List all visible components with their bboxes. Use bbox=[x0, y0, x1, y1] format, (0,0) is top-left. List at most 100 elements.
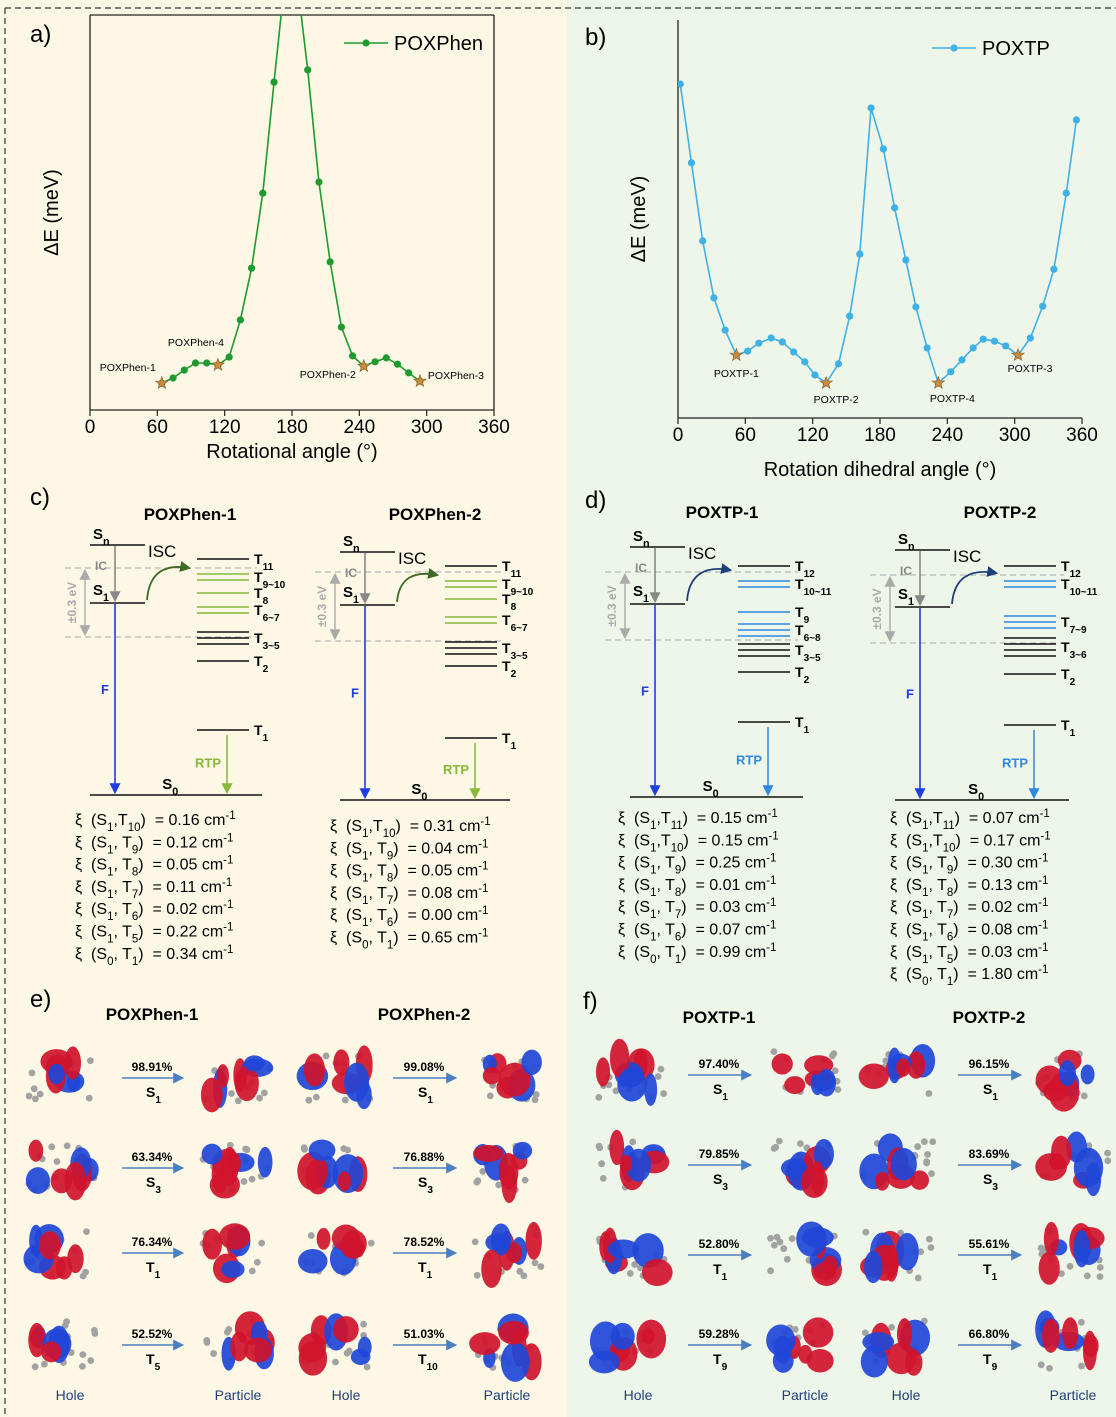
x-tick-label: 240 bbox=[343, 417, 375, 438]
text-run: , T bbox=[928, 855, 947, 872]
orbital-lobe bbox=[1039, 1252, 1060, 1285]
text-run: , T bbox=[656, 922, 675, 939]
f-label: F bbox=[641, 684, 649, 699]
text-run: , T bbox=[656, 877, 675, 894]
data-point bbox=[169, 374, 176, 381]
atom bbox=[537, 1263, 544, 1270]
orbital-lobe bbox=[766, 1325, 795, 1357]
text-run: ) = 0.02 cm bbox=[953, 899, 1038, 916]
atom bbox=[1097, 1264, 1104, 1271]
text-run: 9 bbox=[992, 1362, 998, 1373]
orbital-lobe bbox=[298, 1249, 327, 1273]
data-point bbox=[383, 354, 390, 361]
data-point bbox=[327, 258, 334, 265]
annotation-label: POXPhen-4 bbox=[168, 337, 224, 349]
text-run: , T bbox=[113, 834, 132, 851]
orbital-lobe bbox=[1074, 1148, 1103, 1187]
data-point bbox=[181, 367, 188, 374]
x-tick-label: 360 bbox=[478, 417, 510, 438]
orbital-lobe bbox=[1059, 1060, 1076, 1086]
data-point bbox=[1050, 266, 1057, 273]
text-run: 11 bbox=[943, 820, 955, 832]
text-run: ,T bbox=[656, 810, 670, 827]
panel-label: e) bbox=[30, 986, 51, 1013]
orbital-lobe bbox=[219, 1223, 250, 1249]
legend-marker bbox=[950, 44, 957, 51]
atom bbox=[928, 1244, 935, 1251]
text-run: 11 bbox=[671, 820, 683, 832]
data-point bbox=[688, 159, 695, 166]
text-run: S bbox=[146, 1084, 155, 1100]
text-run: n bbox=[908, 541, 915, 553]
atom bbox=[596, 1144, 603, 1151]
transition-percent: 76.34% bbox=[132, 1235, 173, 1249]
text-run: -1 bbox=[1038, 875, 1048, 887]
text-run: , T bbox=[113, 879, 132, 896]
text-run: 0 bbox=[421, 791, 427, 803]
data-point bbox=[338, 323, 345, 330]
text-run: ) = 0.31 cm bbox=[396, 818, 481, 835]
orbital-lobe bbox=[817, 1069, 836, 1097]
atom bbox=[776, 1239, 783, 1246]
column-title: POXTP-2 bbox=[953, 1008, 1026, 1027]
data-point bbox=[1039, 303, 1046, 310]
text-run: S bbox=[898, 531, 908, 548]
orbital-lobe bbox=[65, 1046, 81, 1079]
window-label: ±0.3 eV bbox=[315, 586, 329, 627]
hole-label: Hole bbox=[332, 1387, 361, 1403]
x-axis-label: Rotation dihedral angle (°) bbox=[764, 459, 997, 481]
text-run: 2 bbox=[511, 669, 517, 680]
data-point bbox=[1002, 342, 1009, 349]
atom bbox=[914, 1143, 921, 1150]
text-run: -1 bbox=[1038, 942, 1048, 954]
text-run: S bbox=[633, 528, 643, 545]
orbital-lobe bbox=[801, 1166, 828, 1198]
x-tick-label: 180 bbox=[276, 417, 308, 438]
text-run: S bbox=[983, 1171, 992, 1187]
f-label: F bbox=[101, 682, 109, 697]
text-run: S bbox=[633, 583, 643, 600]
orbital-lobe bbox=[864, 1251, 882, 1283]
text-run: ) = 0.34 cm bbox=[138, 946, 223, 963]
text-run: 3 bbox=[722, 1182, 728, 1193]
orbital-lobe bbox=[221, 1261, 244, 1278]
text-run: , T bbox=[368, 885, 387, 902]
text-run: ξ (S bbox=[890, 832, 922, 849]
text-run: -1 bbox=[768, 830, 778, 842]
orbital-lobe bbox=[642, 1328, 654, 1344]
text-run: , T bbox=[928, 944, 947, 961]
diagram-title: POXPhen-1 bbox=[144, 505, 237, 524]
diagram-title: POXPhen-2 bbox=[389, 505, 482, 524]
orbital-lobe bbox=[859, 1063, 889, 1089]
text-run: ) = 0.04 cm bbox=[393, 840, 478, 857]
atom bbox=[29, 1070, 36, 1077]
atom bbox=[1078, 1363, 1085, 1370]
text-run: ) = 0.16 cm bbox=[141, 812, 226, 829]
text-run: , T bbox=[656, 899, 675, 916]
data-point bbox=[192, 359, 199, 366]
data-point bbox=[699, 237, 706, 244]
text-run: , T bbox=[113, 924, 132, 941]
x-tick-label: 240 bbox=[931, 425, 963, 446]
text-run: 1 bbox=[722, 1272, 728, 1283]
x-tick-label: 120 bbox=[797, 425, 829, 446]
panel-label: c) bbox=[30, 484, 50, 511]
text-run: 10 bbox=[383, 828, 396, 840]
data-point bbox=[304, 66, 311, 73]
orbital-lobe bbox=[317, 1228, 331, 1250]
text-run: ) = 0.02 cm bbox=[138, 901, 223, 918]
atom bbox=[926, 1090, 933, 1097]
orbital-lobe bbox=[333, 1316, 359, 1343]
transition-percent: 59.28% bbox=[699, 1327, 740, 1341]
data-point bbox=[970, 344, 977, 351]
orbital-lobe bbox=[258, 1147, 273, 1178]
text-run: 1 bbox=[1070, 728, 1076, 739]
text-run: 1 bbox=[722, 1092, 728, 1103]
text-run: 3~5 bbox=[804, 653, 821, 664]
legend-marker bbox=[362, 39, 369, 46]
text-run: -1 bbox=[1038, 964, 1048, 976]
atom bbox=[474, 1177, 481, 1184]
text-run: 10 bbox=[943, 842, 956, 854]
text-run: ξ (S bbox=[330, 930, 362, 947]
text-run: ) = 0.99 cm bbox=[681, 944, 766, 961]
